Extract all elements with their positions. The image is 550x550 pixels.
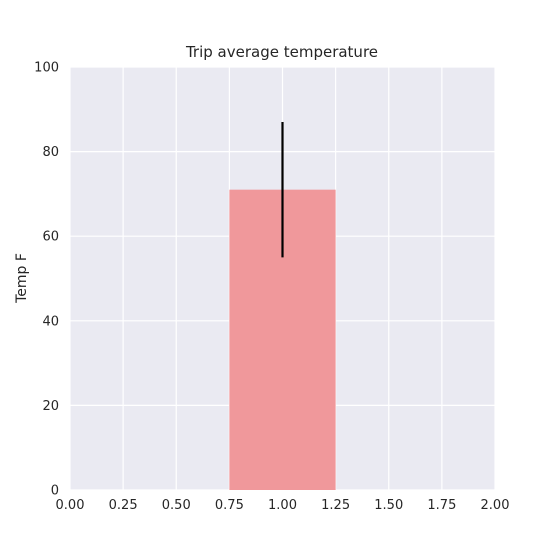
- x-tick-label: 1.25: [321, 498, 350, 513]
- y-tick-label: 100: [34, 61, 59, 76]
- y-tick-label: 80: [42, 145, 59, 160]
- chart-title: Trip average temperature: [185, 43, 378, 61]
- x-tick-label: 0.50: [162, 498, 191, 513]
- y-tick-label: 0: [51, 484, 59, 499]
- x-tick-label: 1.00: [268, 498, 297, 513]
- y-tick-label: 20: [42, 399, 59, 414]
- x-tick-label: 0.25: [109, 498, 138, 513]
- plot-area: 0.00 0.25 0.50 0.75 1.00 1.25 1.50 1.75 2.00 0 20 4…: [34, 61, 509, 514]
- y-axis-label: Temp F: [14, 253, 30, 304]
- y-tick-label: 60: [42, 230, 59, 245]
- y-tick-label: 40: [42, 314, 59, 329]
- x-tick-label: 1.75: [427, 498, 456, 513]
- x-tick-label: 2.00: [481, 498, 510, 513]
- x-tick-label: 0.00: [56, 498, 85, 513]
- x-tick-label: 1.50: [374, 498, 403, 513]
- x-tick-label: 0.75: [215, 498, 244, 513]
